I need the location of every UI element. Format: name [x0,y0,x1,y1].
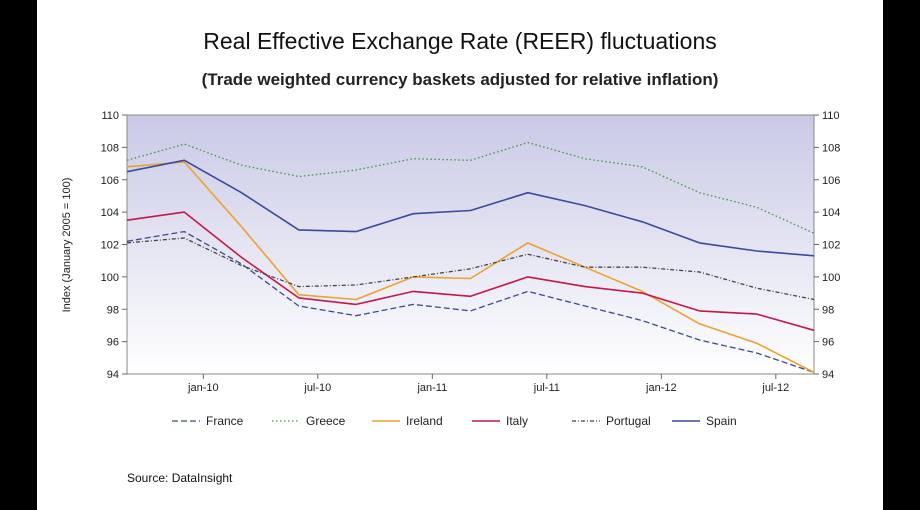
x-tick-label: jul-11 [533,382,560,394]
series-lines [126,141,815,374]
y-tick-label-left: 104 [101,207,119,219]
y-tick-label-right: 108 [822,142,840,154]
y-tick-label-left: 100 [101,272,119,284]
y-tick-label-right: 106 [822,175,840,187]
y-tick-label-right: 102 [822,240,840,252]
chart-card: Real Effective Exchange Rate (REER) fluc… [37,0,883,510]
x-tick-label: jan-11 [416,382,447,394]
legend-label-france: France [206,414,244,428]
chart-subtitle: (Trade weighted currency baskets adjuste… [201,70,719,89]
axes: 94 94 96 96 98 98 100 100 102 102 104 104 106 106 108 1… [101,110,841,394]
legend-label-italy: Italy [506,414,528,428]
x-tick-label: jul-10 [303,382,331,394]
series-line-italy [126,211,815,332]
x-tick-label: jan-12 [645,382,677,394]
legend: France Greece Ireland Italy Portugal Spain [172,414,737,428]
x-tick-label: jan-10 [187,382,219,394]
series-line-portugal [126,237,815,301]
y-tick-label-right: 98 [822,304,834,316]
y-tick-label-right: 110 [822,110,840,122]
reer-line-chart: 94 94 96 96 98 98 100 100 102 102 104 104 106 106 108 1… [61,110,841,428]
y-tick-label-left: 102 [101,240,119,252]
y-tick-label-left: 106 [101,175,119,187]
y-tick-label-right: 96 [822,337,834,349]
y-tick-label-right: 100 [822,272,840,284]
y-tick-label-right: 104 [822,207,840,219]
legend-label-ireland: Ireland [406,414,443,428]
legend-label-spain: Spain [706,414,737,428]
y-tick-label-left: 110 [101,110,119,122]
x-tick-label: jul-12 [761,382,789,394]
series-line-ireland [126,161,815,374]
series-line-greece [126,141,815,234]
plot-area [126,114,815,375]
source-note: Source: DataInsight [127,471,233,485]
y-axis-title: Index (January 2005 = 100) [61,178,73,313]
y-tick-label-left: 98 [107,304,119,316]
series-line-spain [126,159,815,257]
series-line-france [126,230,815,374]
y-tick-label-left: 94 [107,369,119,381]
y-tick-label-right: 94 [822,369,834,381]
legend-label-greece: Greece [306,414,346,428]
y-tick-label-left: 96 [107,337,119,349]
legend-label-portugal: Portugal [606,414,651,428]
y-tick-label-left: 108 [101,142,119,154]
chart-title: Real Effective Exchange Rate (REER) fluc… [203,28,717,54]
